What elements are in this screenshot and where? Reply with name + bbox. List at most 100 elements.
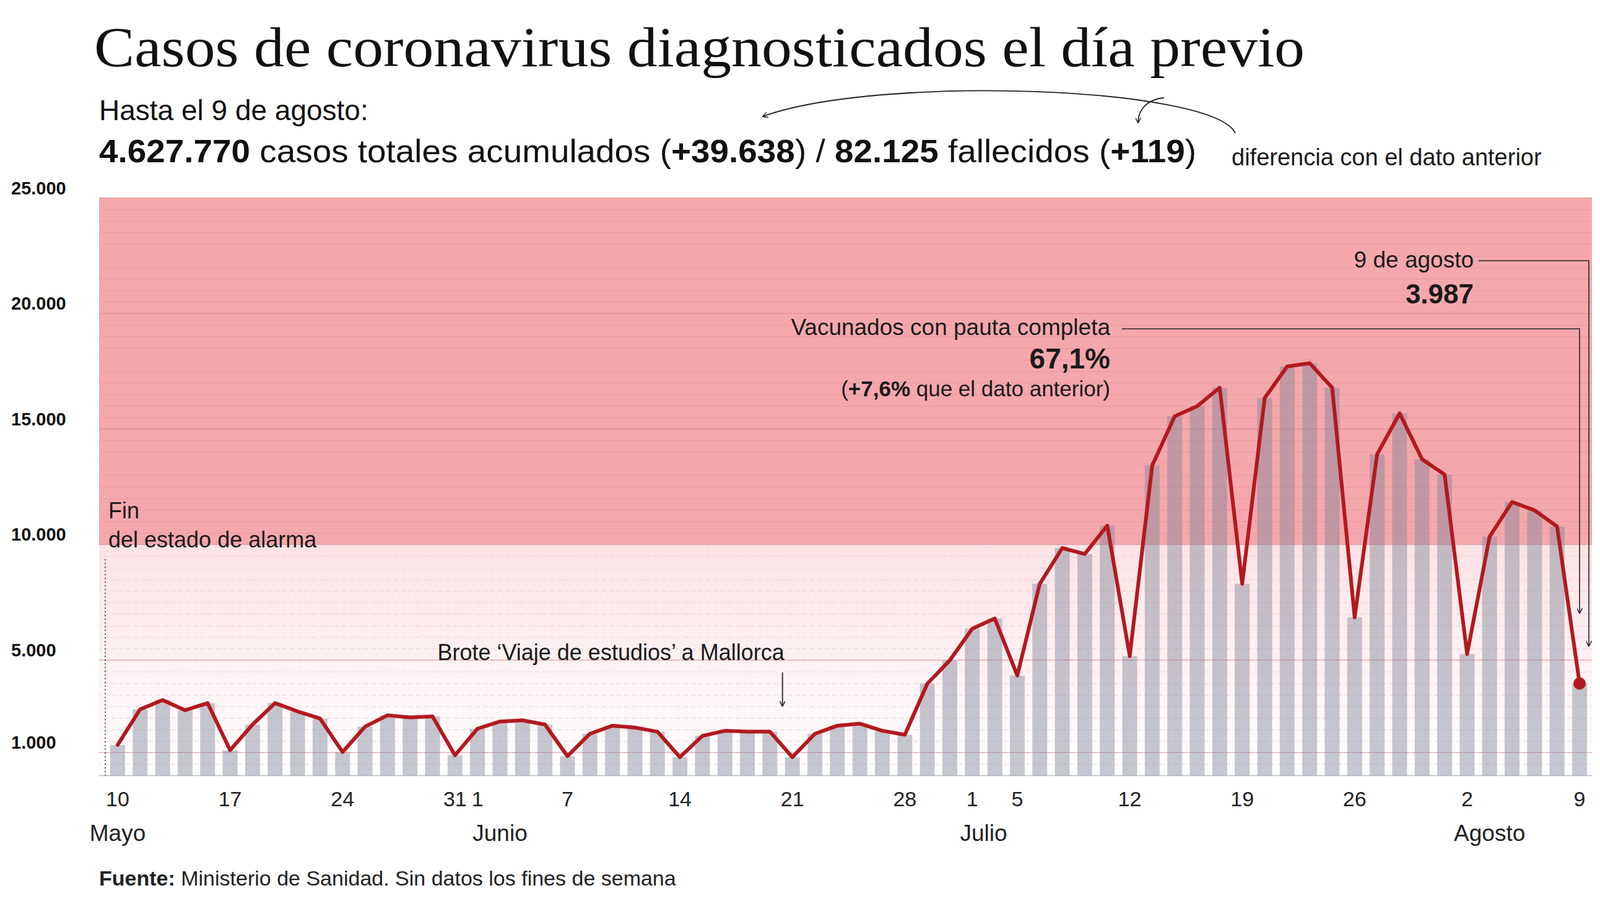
annotation: (+7,6% que el dato anterior) — [840, 376, 1111, 401]
annotation-arrow — [782, 672, 784, 706]
x-tick-label: 26 — [1343, 786, 1367, 811]
bar — [964, 628, 980, 776]
annotation-arrow — [1138, 97, 1165, 123]
text-part: que el dato anterior) — [910, 376, 1111, 401]
y-tick-label: 10.000 — [11, 524, 67, 545]
x-tick-label: 17 — [218, 786, 243, 811]
x-tick-label: 10 — [105, 786, 130, 811]
background-band — [99, 198, 1592, 545]
bar — [739, 731, 755, 776]
annotation-value: 67,1% — [1029, 342, 1111, 375]
bar — [1190, 406, 1205, 776]
bar — [1077, 554, 1093, 776]
bar — [334, 751, 350, 776]
bar — [155, 699, 171, 776]
y-tick-label: 25.000 — [11, 178, 67, 199]
bar — [987, 618, 1003, 776]
bar — [290, 711, 306, 776]
text-part: ( — [840, 376, 849, 401]
bar — [1504, 502, 1520, 776]
band-stripes — [99, 198, 1592, 545]
bar — [515, 720, 531, 776]
bar — [1009, 675, 1025, 776]
bar — [785, 757, 800, 776]
x-tick-label: 24 — [330, 786, 355, 811]
x-tick-label: 2 — [1461, 786, 1474, 811]
annotation: Vacunados con pauta completa — [790, 314, 1111, 340]
y-tick-label: 5.000 — [11, 640, 57, 661]
annotation: Fin — [108, 497, 140, 524]
line — [117, 362, 1580, 757]
bar — [1279, 366, 1295, 776]
text-part: ) / — [795, 133, 835, 170]
y-tick-label: 20.000 — [11, 293, 67, 314]
month-label: Julio — [959, 820, 1007, 846]
bar — [380, 715, 396, 776]
text-part: 82.125 — [834, 133, 939, 170]
annotation: del estado de alarma — [108, 526, 318, 553]
x-tick-label: 12 — [1118, 786, 1142, 811]
bar — [672, 757, 688, 776]
source: Fuente: Ministerio de Sanidad. Sin datos… — [99, 866, 677, 890]
bar — [942, 660, 958, 776]
annotation-leader — [1478, 260, 1589, 646]
x-tick-label: 9 — [1573, 786, 1586, 811]
text-part: 4.627.770 — [99, 133, 251, 170]
annotation: diferencia con el dato anterior — [1231, 144, 1542, 171]
text-part: ) — [1185, 133, 1197, 170]
x-tick-label: 1 — [966, 786, 979, 811]
bar — [1302, 362, 1318, 776]
grid-line — [99, 197, 1592, 199]
x-tick-label: 1 — [471, 786, 484, 811]
bar — [1391, 413, 1407, 776]
bar — [1459, 653, 1475, 776]
text-part: Ministerio de Sanidad. Sin datos los fin… — [175, 866, 677, 890]
bar — [1122, 656, 1138, 776]
bar — [1167, 416, 1183, 776]
bar — [897, 734, 913, 776]
bar — [604, 725, 620, 776]
text-part: casos totales acumulados ( — [250, 133, 672, 170]
bar — [1055, 547, 1070, 776]
grid-line — [99, 428, 1592, 430]
bar — [267, 702, 283, 776]
text-part: fallecidos ( — [938, 133, 1111, 170]
x-tick-label: 21 — [780, 786, 805, 811]
text-part: +39.638 — [671, 133, 796, 170]
background-band — [99, 544, 1592, 776]
bar — [1572, 683, 1587, 776]
bar — [717, 730, 733, 776]
x-tick-label: 28 — [892, 786, 917, 811]
x-tick-label: 19 — [1230, 786, 1254, 811]
month-label: Junio — [472, 820, 527, 846]
bar — [1234, 583, 1250, 776]
bar — [222, 749, 238, 776]
month-label: Mayo — [89, 820, 146, 846]
bar — [402, 717, 418, 776]
bar — [829, 725, 845, 776]
y-tick-label: 1.000 — [11, 732, 57, 753]
x-tick-label: 14 — [668, 786, 692, 811]
bar — [874, 730, 890, 776]
title: Casos de coronavirus diagnosticados el d… — [94, 15, 1305, 79]
bar — [852, 723, 868, 776]
x-tick-label: 31 — [443, 786, 467, 811]
grid-line — [99, 659, 1592, 661]
x-tick-label: 5 — [1011, 786, 1023, 811]
bar — [110, 744, 126, 776]
text-part: Fuente: — [99, 866, 176, 890]
band-stripes — [99, 544, 1592, 776]
subtitle: Hasta el 9 de agosto: — [99, 94, 369, 127]
bar — [1414, 459, 1430, 776]
annotation: Brote ‘Viaje de estudios’ a Mallorca — [437, 639, 785, 666]
bar — [492, 721, 508, 776]
text-part: +7,6% — [848, 376, 911, 401]
x-tick-label: 7 — [561, 786, 574, 811]
text-part: +119 — [1110, 133, 1186, 170]
chart-svg: 1.0005.00010.00015.00020.00025.000101724… — [0, 0, 1600, 901]
annotation-arrow — [762, 90, 1236, 134]
grid-line — [99, 313, 1592, 314]
annotation-dotted-line — [104, 559, 106, 776]
bar — [447, 755, 463, 776]
bar — [177, 710, 193, 776]
